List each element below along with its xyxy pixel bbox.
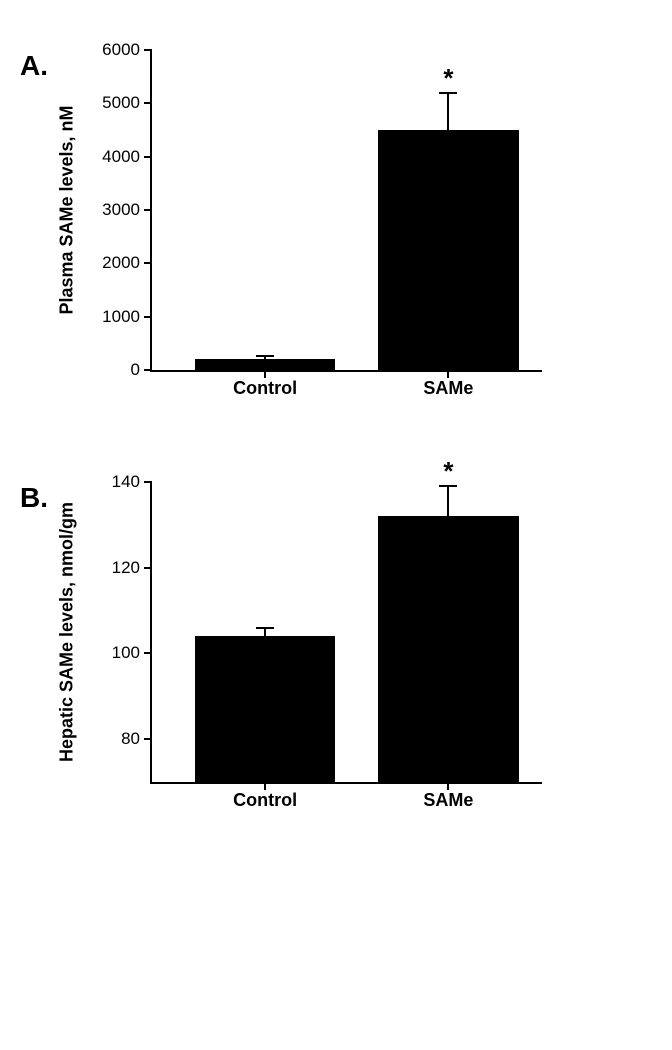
panel-b-xtick-label: SAMe bbox=[423, 782, 473, 811]
panel-b-ytick-label: 120 bbox=[112, 558, 152, 578]
panel-a-ytick-label: 5000 bbox=[102, 93, 152, 113]
panel-b-ytick-label: 100 bbox=[112, 643, 152, 663]
panel-a-ytick-label: 2000 bbox=[102, 253, 152, 273]
panel-a-errorbar-cap bbox=[256, 355, 274, 357]
panel-b-ytick-label: 140 bbox=[112, 472, 152, 492]
panel-b-errorbar-stem bbox=[447, 486, 449, 516]
panel-b-bar bbox=[378, 516, 518, 782]
panel-a-plot-area: Plasma SAMe levels, nM 01000200030004000… bbox=[150, 50, 542, 372]
panel-a-significance-star: * bbox=[443, 63, 453, 94]
panel-b-errorbar-stem bbox=[264, 628, 266, 637]
panel-b-significance-star: * bbox=[443, 456, 453, 487]
panel-b-bar bbox=[195, 636, 335, 782]
panel-a-ytick-label: 3000 bbox=[102, 200, 152, 220]
panel-a-chart: Plasma SAMe levels, nM 01000200030004000… bbox=[150, 50, 652, 372]
panel-a-xtick-label: Control bbox=[233, 370, 297, 399]
figure: A. Plasma SAMe levels, nM 01000200030004… bbox=[20, 50, 652, 784]
panel-a-ylabel: Plasma SAMe levels, nM bbox=[57, 105, 78, 314]
panel-b-xtick-label: Control bbox=[233, 782, 297, 811]
panel-a-ytick-label: 4000 bbox=[102, 147, 152, 167]
panel-b-ytick-label: 80 bbox=[121, 729, 152, 749]
panel-b-label: B. bbox=[20, 482, 48, 514]
panel-b-ylabel: Hepatic SAMe levels, nmol/gm bbox=[57, 502, 78, 762]
panel-a-ytick-label: 6000 bbox=[102, 40, 152, 60]
panel-a-bar bbox=[378, 130, 518, 370]
panel-b: B. Hepatic SAMe levels, nmol/gm 80100120… bbox=[20, 482, 652, 784]
panel-b-plot-area: Hepatic SAMe levels, nmol/gm 80100120140… bbox=[150, 482, 542, 784]
panel-a-errorbar-stem bbox=[447, 93, 449, 130]
panel-b-errorbar-cap bbox=[256, 627, 274, 629]
panel-a-ytick-label: 0 bbox=[131, 360, 152, 380]
panel-a: A. Plasma SAMe levels, nM 01000200030004… bbox=[20, 50, 652, 372]
panel-a-bar bbox=[195, 359, 335, 370]
panel-a-xtick-label: SAMe bbox=[423, 370, 473, 399]
panel-b-chart: Hepatic SAMe levels, nmol/gm 80100120140… bbox=[150, 482, 652, 784]
panel-a-label: A. bbox=[20, 50, 48, 82]
panel-a-ytick-label: 1000 bbox=[102, 307, 152, 327]
